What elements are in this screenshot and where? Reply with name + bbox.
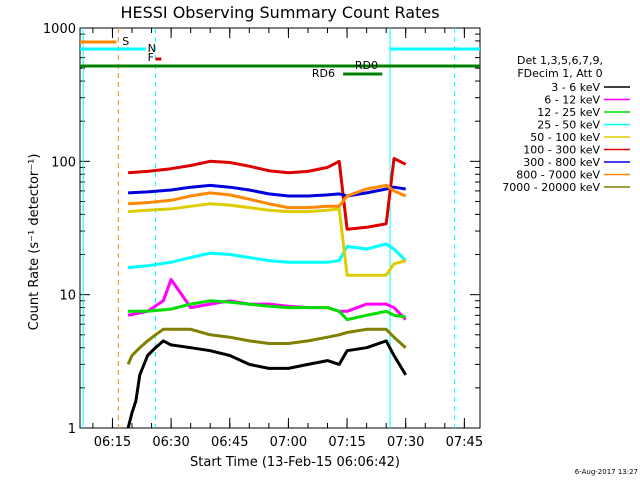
flare-status-label: F [148,51,154,64]
legend-header-line-2: FDecim 1, Att 0 [517,67,602,80]
series-line-0 [126,339,407,429]
chart-title: HESSI Observing Summary Count Rates [120,3,439,22]
series-line-2 [128,299,406,322]
x-tick-label: 07:45 [446,435,483,450]
saa-status-label: S [122,35,129,48]
legend-label-5: 100 - 300 keV [523,144,600,157]
legend-label-6: 300 - 800 keV [523,156,600,169]
x-tick-label: 07:15 [328,435,365,450]
y-tick-label: 1 [68,422,76,437]
x-tick-label: 07:30 [387,435,424,450]
rd6-status-label: RD6 [312,67,335,80]
y-tick-label: 1000 [43,22,76,37]
generation-timestamp: 6-Aug-2017 13:27 [575,468,638,476]
legend-label-4: 50 - 100 keV [530,131,600,144]
x-tick-label: 06:15 [94,435,131,450]
y-tick-label: 10 [59,289,76,304]
legend-label-7: 800 - 7000 keV [516,169,600,182]
x-tick-label: 06:45 [211,435,248,450]
legend-header-line-1: Det 1,3,5,6,7,9, [517,54,603,67]
x-axis-label: Start Time (13-Feb-15 06:06:42) [190,455,400,470]
legend-label-2: 12 - 25 keV [537,106,600,119]
series-line-5 [127,157,407,231]
series-line-6 [128,183,406,198]
rd0-status-label: RD0 [355,59,378,72]
plot-frame [79,27,481,429]
series-line-8 [126,327,407,366]
x-tick-label: 06:30 [152,435,189,450]
legend-label-0: 3 - 6 keV [551,81,600,94]
legend-label-1: 6 - 12 keV [544,94,600,107]
series-line-3 [127,242,407,269]
plot-layer: 1 10 100 1000 06:15 06:30 06:45 07:00 07:15 07:30… [43,22,630,450]
legend-label-3: 25 - 50 keV [537,119,600,132]
legend-label-8: 7000 - 20000 keV [502,181,600,194]
night-status-label: N [148,42,156,55]
y-axis-label: Count Rate (s⁻¹ detector⁻¹) [27,154,42,331]
x-tick-label: 07:00 [270,435,307,450]
series-line-7 [128,183,407,210]
series-line-4 [127,202,407,277]
series-line-1 [127,278,407,321]
y-tick-label: 100 [51,155,76,170]
